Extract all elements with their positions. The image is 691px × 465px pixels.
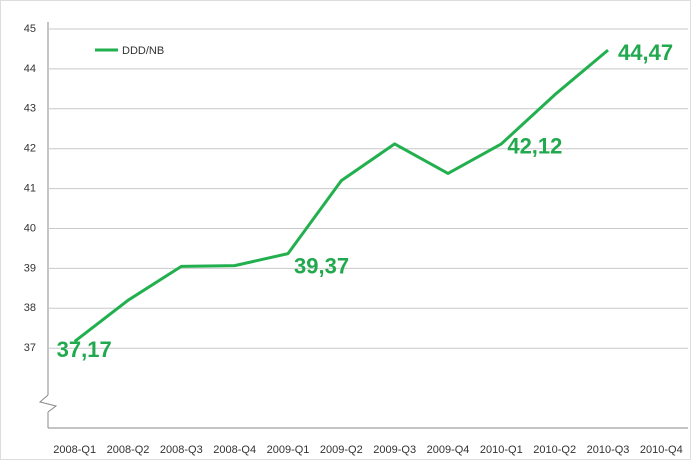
x-tick-label: 2008-Q1	[53, 444, 96, 456]
x-tick-label: 2009-Q1	[267, 444, 310, 456]
data-line	[73, 48, 609, 343]
y-tick-label: 40	[24, 222, 36, 234]
x-tick-label: 2010-Q4	[640, 444, 683, 456]
data-label: 37,17	[57, 337, 112, 362]
x-tick-label: 2008-Q2	[107, 444, 150, 456]
data-label: 42,12	[507, 134, 562, 159]
y-tick-label: 42	[24, 143, 36, 155]
x-tick-label: 2008-Q4	[213, 444, 256, 456]
y-tick-label: 38	[24, 302, 36, 314]
y-tick-label: 43	[24, 103, 36, 115]
axis-break	[38, 394, 58, 413]
x-tick-label: 2009-Q4	[427, 444, 470, 456]
y-tick-label: 45	[24, 23, 36, 35]
y-tick-label: 44	[24, 63, 36, 75]
legend-label: DDD/NB	[122, 45, 164, 57]
data-label: 39,37	[294, 253, 349, 278]
x-tick-label: 2009-Q3	[373, 444, 416, 456]
y-tick-label: 37	[24, 342, 36, 354]
x-tick-label: 2010-Q1	[480, 444, 523, 456]
y-tick-label: 39	[24, 262, 36, 274]
x-tick-label: 2010-Q2	[533, 444, 576, 456]
data-label: 44,47	[618, 40, 673, 65]
x-tick-label: 2008-Q3	[160, 444, 203, 456]
y-tick-label: 41	[24, 183, 36, 195]
x-tick-label: 2010-Q3	[587, 444, 630, 456]
x-tick-label: 2009-Q2	[320, 444, 363, 456]
